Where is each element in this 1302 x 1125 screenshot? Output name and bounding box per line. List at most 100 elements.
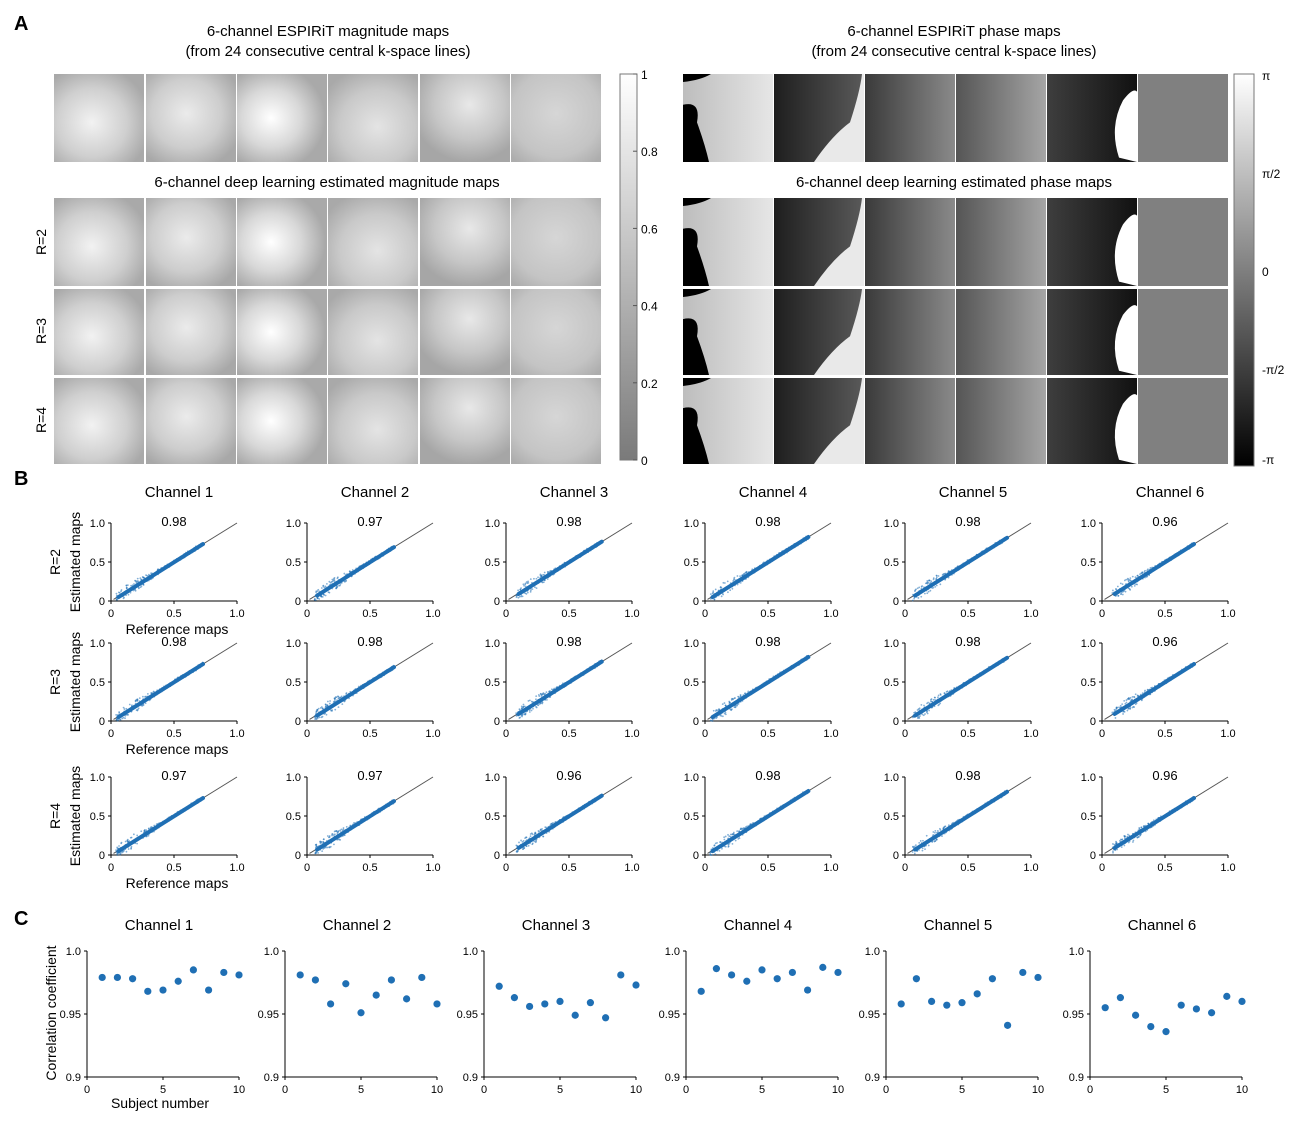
subject-plot-ch4: Channel 4 1.0 0.95 0.90 5 10 bbox=[659, 917, 845, 1096]
x-tick-label: 0.5 bbox=[760, 608, 775, 620]
x-tick-label: 0 bbox=[108, 608, 114, 620]
panel-label-a: A bbox=[14, 13, 28, 35]
subject-point-ch3-s7 bbox=[586, 999, 595, 1007]
magnitude-colorbar-tick-label: 0.2 bbox=[641, 377, 658, 391]
subject-point-ch1-s3 bbox=[129, 975, 137, 983]
scatter-point bbox=[932, 698, 935, 701]
phase-wrap-region bbox=[814, 198, 864, 286]
x-tick-label: 0 bbox=[481, 1084, 487, 1096]
y-tick-label: 0 bbox=[494, 716, 500, 728]
subject-point-ch4-s7 bbox=[788, 968, 797, 977]
panel-b-row-label: R=2 bbox=[47, 549, 63, 575]
scatter-point bbox=[733, 578, 735, 581]
scatter-point bbox=[921, 847, 924, 850]
subject-point-ch3-s8 bbox=[602, 1014, 610, 1022]
scatter-point bbox=[537, 576, 539, 579]
scatter-point bbox=[139, 577, 142, 580]
scatter-point bbox=[737, 695, 740, 698]
y-tick-label: 0.95 bbox=[258, 1009, 279, 1021]
scatter-point bbox=[935, 576, 938, 579]
subject-point-ch2-s8 bbox=[403, 995, 411, 1003]
magnitude-colorbar bbox=[619, 73, 638, 461]
scatter-point bbox=[732, 698, 734, 701]
x-tick-label: 5 bbox=[557, 1084, 563, 1096]
subject-point-ch1-s10 bbox=[235, 971, 243, 979]
y-tick-label: 0 bbox=[1090, 716, 1096, 728]
x-tick-label: 0 bbox=[902, 608, 908, 620]
x-tick-label: 0 bbox=[108, 862, 114, 874]
subject-point-ch5-s2 bbox=[912, 975, 921, 983]
x-tick-label: 1.0 bbox=[229, 728, 244, 740]
subject-point-ch3-s5 bbox=[556, 997, 564, 1006]
scatter-point bbox=[1115, 840, 1117, 843]
scatter-point bbox=[530, 709, 533, 712]
scatter-point bbox=[927, 701, 930, 704]
scatter-point bbox=[1141, 572, 1143, 575]
y-tick-label: 0 bbox=[494, 596, 500, 608]
scatter-point bbox=[518, 841, 520, 844]
scatter-point bbox=[321, 715, 324, 718]
y-tick-label: 0.9 bbox=[1069, 1072, 1084, 1084]
scatter-point bbox=[134, 579, 136, 582]
scatter-point bbox=[129, 591, 132, 594]
scatter-point bbox=[339, 838, 342, 841]
scatter-point bbox=[925, 834, 928, 837]
correlation-label: 0.96 bbox=[1152, 514, 1177, 529]
scatter-point bbox=[136, 842, 138, 845]
scatter-point bbox=[116, 854, 119, 856]
scatter-point bbox=[534, 832, 537, 835]
scatter-point bbox=[147, 834, 150, 837]
x-tick-label: 0 bbox=[108, 728, 114, 740]
scatter-point bbox=[719, 841, 722, 844]
scatter-point bbox=[318, 716, 321, 719]
phase-wrap-region bbox=[1114, 214, 1137, 286]
scatter-point bbox=[723, 836, 726, 839]
y-tick-label: 0.5 bbox=[684, 677, 699, 689]
scatter-point bbox=[337, 706, 340, 709]
scatter-point bbox=[1125, 578, 1128, 581]
scatter-point bbox=[1112, 851, 1114, 854]
x-tick-label: 0 bbox=[702, 608, 708, 620]
y-tick-label: 1.0 bbox=[684, 518, 699, 530]
scatter-point bbox=[541, 827, 543, 830]
phase-wrap-region bbox=[814, 378, 864, 464]
x-tick-label: 0 bbox=[1087, 1084, 1093, 1096]
scatter-point bbox=[934, 831, 936, 834]
x-tick-label: 1.0 bbox=[425, 728, 440, 740]
scatter-point bbox=[322, 838, 325, 841]
panel-b-xlabel: Reference maps bbox=[126, 621, 229, 637]
scatter-point bbox=[317, 707, 320, 710]
scatter-point bbox=[529, 589, 532, 592]
y-tick-label: 0.95 bbox=[60, 1009, 81, 1021]
subject-point-ch4-s3 bbox=[728, 971, 736, 979]
scatter-point bbox=[1147, 568, 1149, 571]
scatter-point bbox=[544, 826, 547, 829]
panel-b-row-label: R=4 bbox=[47, 803, 63, 829]
y-tick-label: 0.5 bbox=[884, 811, 899, 823]
scatter-point bbox=[924, 713, 926, 715]
scatter-point bbox=[533, 577, 535, 580]
scatter-point bbox=[137, 707, 140, 710]
scatter-point bbox=[130, 836, 133, 839]
scatter-density-band bbox=[1112, 796, 1196, 850]
scatter-point bbox=[721, 715, 724, 718]
scatter-point bbox=[914, 844, 917, 847]
scatter-plot-r2-ch3: 00 0.5 0.5 1.0 1.0 0.98 bbox=[485, 514, 640, 620]
y-tick-label: 0 bbox=[295, 596, 301, 608]
scatter-point bbox=[1120, 846, 1123, 848]
x-tick-label: 0 bbox=[702, 862, 708, 874]
y-tick-label: 1.0 bbox=[1081, 518, 1096, 530]
scatter-point bbox=[532, 707, 534, 710]
scatter-point bbox=[525, 581, 528, 583]
scatter-point bbox=[922, 839, 924, 842]
subject-point-ch1-s5 bbox=[159, 986, 167, 994]
scatter-point bbox=[918, 586, 921, 589]
y-tick-label: 0.95 bbox=[457, 1009, 478, 1021]
scatter-point bbox=[739, 575, 742, 578]
scatter-point bbox=[314, 599, 317, 602]
y-tick-label: 0.5 bbox=[286, 557, 301, 569]
magnitude-colorbar-tick-label: 1 bbox=[641, 68, 648, 82]
subject-point-ch6-s3 bbox=[1132, 1011, 1140, 1019]
scatter-point bbox=[722, 581, 725, 584]
magnitude-colorbar-tick-label: 0 bbox=[641, 454, 648, 468]
